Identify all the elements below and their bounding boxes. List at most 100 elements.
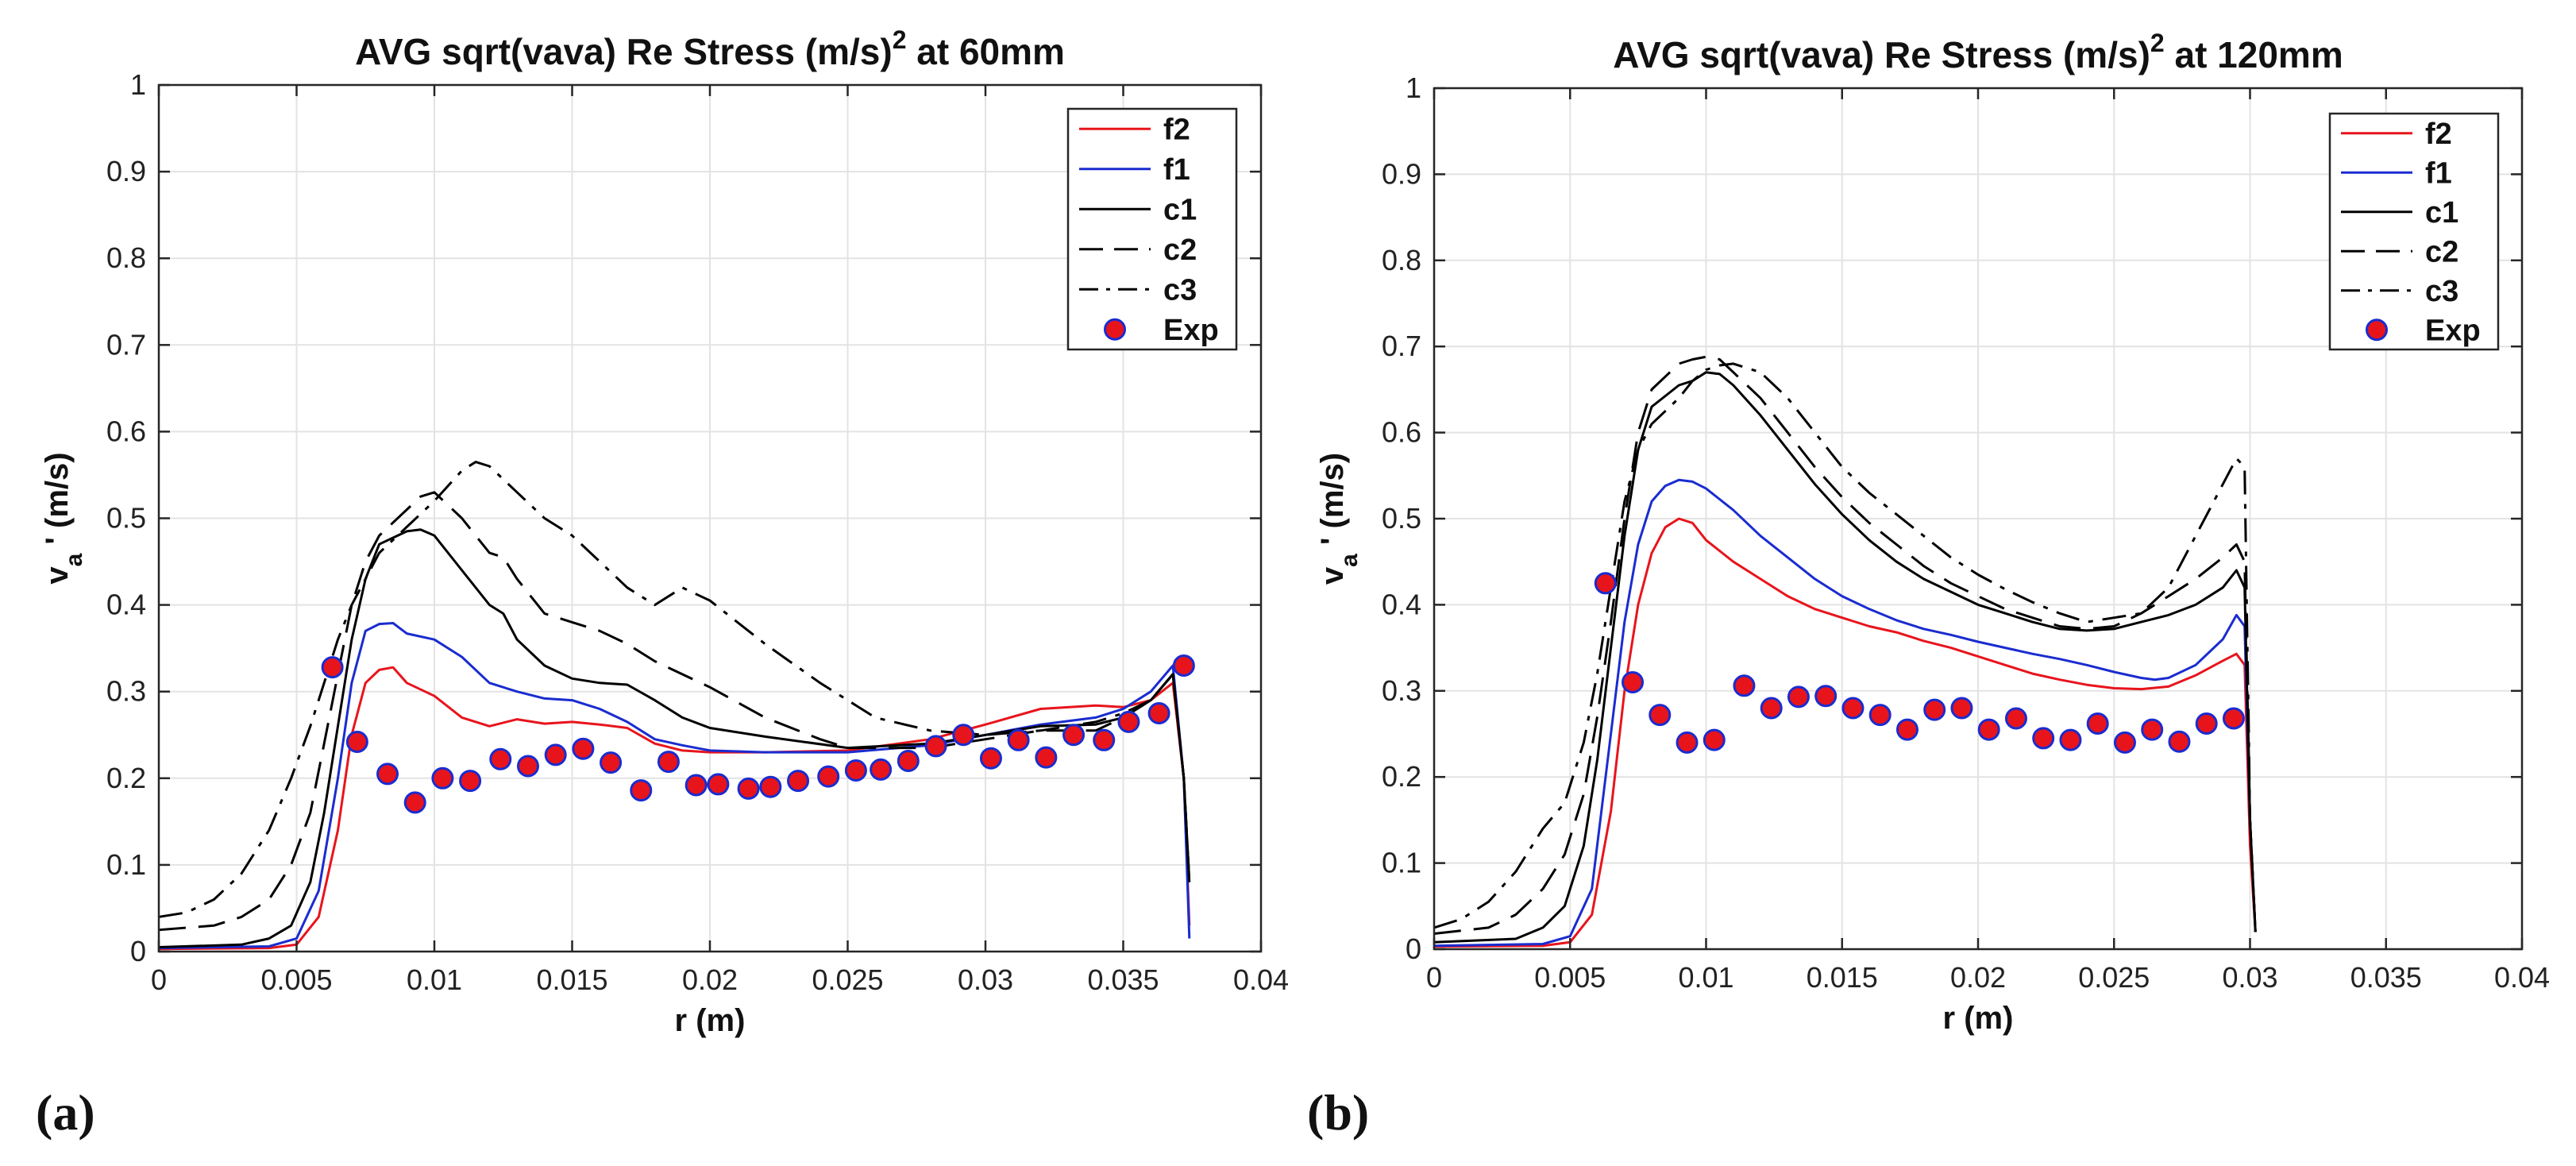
chart-panel-b: 0 0.005 0.01 0.015 0.02 0.025 0.03 0.035 0.04 0 0.… — [1307, 29, 2550, 1141]
exp-point — [2086, 712, 2109, 735]
x-axis-label: r (m) — [1943, 1001, 2014, 1036]
exp-point — [516, 755, 539, 778]
exp-point — [489, 747, 512, 770]
x-tick-label: 0.04 — [2494, 961, 2550, 994]
chart-title: AVG sqrt(vava) Re Stress (m/s)2 at 60mm — [355, 25, 1065, 72]
y-axis-label-unit: ' (m/s) — [1315, 453, 1350, 554]
x-tick-label: 0.035 — [2350, 961, 2422, 994]
series-group — [1434, 355, 2257, 948]
y-tick-label: 0.1 — [1382, 847, 1421, 879]
chart-title-superscript: 2 — [2150, 29, 2165, 57]
exp-point — [1117, 710, 1140, 733]
legend-label-f2: f2 — [2425, 118, 2452, 151]
exp-point — [844, 759, 867, 782]
series-line-f1 — [159, 622, 1191, 950]
legend-label-c3: c3 — [1163, 273, 1197, 307]
series-line-c3 — [159, 461, 1191, 918]
y-axis-label: va ' (m/s) — [40, 452, 87, 584]
series-line-f2 — [159, 666, 1191, 951]
legend-label-f1: f1 — [2425, 156, 2452, 190]
series-line-c2 — [1434, 355, 2257, 935]
exp-point — [1977, 718, 2000, 741]
x-tick-label: 0.03 — [2222, 961, 2277, 994]
y-tick-label: 0.9 — [106, 155, 146, 187]
x-tick-label: 0.015 — [536, 963, 607, 996]
x-tick-label: 0.035 — [1087, 963, 1159, 996]
legend-label-f1: f1 — [1163, 153, 1190, 187]
legend-label-c3: c3 — [2425, 275, 2458, 308]
exp-point — [759, 775, 782, 798]
legend-label-exp: Exp — [1163, 314, 1219, 347]
exp-point — [544, 743, 567, 766]
x-tick-label: 0.01 — [1678, 961, 1733, 994]
y-tick-label: 0.4 — [106, 589, 146, 621]
x-tick-label: 0.04 — [1233, 963, 1289, 996]
chart-title-suffix: at 60mm — [906, 31, 1064, 72]
series-line-c3 — [1434, 362, 2257, 932]
exp-point — [897, 749, 920, 772]
exp-point — [2168, 730, 2191, 753]
y-axis-label-main: v — [40, 566, 75, 585]
legend-label-c1: c1 — [2425, 196, 2458, 230]
chart-title: AVG sqrt(vava) Re Stress (m/s)2 at 120mm — [1613, 29, 2343, 75]
y-tick-label: 0.3 — [1382, 674, 1421, 707]
y-tick-label: 1 — [130, 68, 146, 101]
y-axis-label-sub: a — [1336, 554, 1363, 567]
exp-point — [657, 751, 680, 774]
exp-point — [684, 774, 708, 797]
exp-point — [817, 765, 840, 788]
y-tick-label: 1 — [1406, 71, 1421, 104]
legend-swatch-exp — [2366, 319, 2388, 342]
y-tick-label: 0.2 — [106, 762, 146, 794]
y-tick-label: 0.2 — [1382, 760, 1421, 793]
chart-title-suffix: at 120mm — [2165, 34, 2343, 75]
y-tick-label: 0.7 — [1382, 330, 1421, 362]
exp-point — [979, 747, 1002, 770]
exp-point — [1787, 685, 1810, 708]
legend-swatch-exp — [1104, 318, 1126, 341]
series-line-c2 — [159, 491, 1191, 932]
y-tick-label: 0.6 — [106, 415, 146, 447]
x-tick-label: 0.005 — [260, 963, 332, 996]
chart-title-main: AVG sqrt(vava) Re Stress (m/s) — [1613, 34, 2150, 75]
y-tick-label: 0.6 — [1382, 416, 1421, 449]
exp-point — [403, 791, 426, 814]
exp-point — [1868, 704, 1892, 727]
y-tick-label: 0.8 — [106, 241, 146, 274]
exp-point — [431, 766, 454, 790]
legend-label-c1: c1 — [1163, 193, 1197, 226]
exp-point — [572, 737, 595, 760]
series-line-f1 — [1434, 478, 2257, 948]
x-tick-label: 0 — [151, 963, 167, 996]
exp-point — [1733, 674, 1756, 697]
series-line-c1 — [159, 528, 1191, 948]
y-axis-label: va ' (m/s) — [1315, 453, 1363, 585]
exp-point — [737, 777, 760, 800]
x-tick-label: 0.025 — [812, 963, 883, 996]
y-tick-label: 0.3 — [106, 675, 146, 708]
legend-label-c2: c2 — [1163, 234, 1197, 267]
y-tick-label: 0 — [130, 935, 146, 967]
chart-panel-a: 0 0.005 0.01 0.015 0.02 0.025 0.03 0.035 0.04 0 0.… — [36, 25, 1289, 1141]
exp-point — [870, 758, 893, 781]
exp-point — [952, 724, 975, 747]
exp-point — [376, 763, 399, 786]
y-tick-label: 0.7 — [106, 328, 146, 361]
y-tick-label: 0.1 — [106, 848, 146, 881]
panel-label: (b) — [1307, 1084, 1369, 1141]
legend: f2 f1 c1 c2 c3 Exp — [1066, 107, 1238, 351]
exp-point — [924, 735, 947, 758]
exp-point — [1172, 654, 1195, 677]
x-axis-label: r (m) — [675, 1003, 746, 1038]
exp-point — [1923, 698, 1946, 721]
exp-point — [321, 656, 344, 679]
x-tick-label: 0.02 — [682, 963, 738, 996]
exp-point — [2113, 731, 2136, 754]
legend-label-exp: Exp — [2425, 314, 2481, 347]
y-axis-label-sub: a — [61, 553, 87, 566]
exp-point — [1594, 572, 1617, 595]
x-tick-label: 0.01 — [407, 963, 462, 996]
x-tick-label: 0.015 — [1807, 961, 1878, 994]
x-tick-label: 0.03 — [958, 963, 1013, 996]
